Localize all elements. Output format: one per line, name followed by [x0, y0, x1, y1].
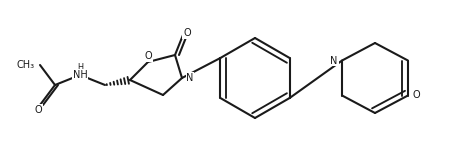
Text: N: N: [330, 56, 337, 65]
Text: O: O: [411, 91, 419, 100]
Text: NH: NH: [73, 70, 87, 80]
Text: O: O: [144, 51, 152, 61]
Text: CH₃: CH₃: [17, 60, 35, 70]
Text: O: O: [183, 28, 190, 38]
Text: N: N: [186, 73, 193, 83]
Text: N: N: [73, 72, 81, 82]
Text: H: H: [77, 63, 83, 71]
Text: O: O: [34, 105, 42, 115]
